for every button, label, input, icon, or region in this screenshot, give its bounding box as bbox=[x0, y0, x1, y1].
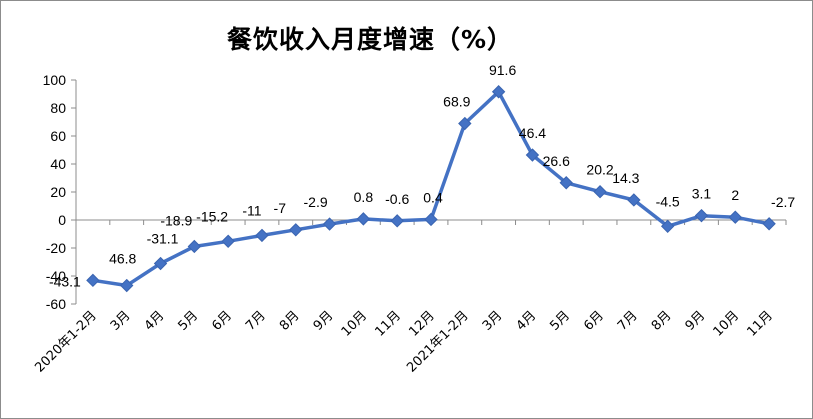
data-label: -4.5 bbox=[656, 193, 680, 209]
data-label: -43.1 bbox=[49, 273, 81, 289]
data-point-marker bbox=[762, 217, 776, 231]
y-tick-label: 100 bbox=[43, 72, 67, 88]
data-point-marker bbox=[120, 278, 134, 293]
x-tick-label: 10月 bbox=[339, 308, 370, 339]
data-label: 26.6 bbox=[543, 153, 570, 169]
data-point-marker bbox=[525, 148, 540, 162]
data-point-marker bbox=[153, 256, 168, 271]
data-label: -15.2 bbox=[196, 208, 228, 224]
data-label: 20.2 bbox=[586, 162, 613, 178]
data-point-marker bbox=[221, 234, 235, 248]
x-tick-label: 5月 bbox=[176, 308, 202, 334]
data-label: -11 bbox=[242, 202, 261, 218]
data-point-marker bbox=[627, 193, 641, 207]
y-tick-label: 40 bbox=[50, 156, 66, 172]
x-tick-label: 5月 bbox=[547, 308, 573, 334]
y-tick-label: -60 bbox=[46, 296, 66, 312]
data-label: 2 bbox=[731, 187, 739, 203]
data-point-marker bbox=[255, 228, 269, 243]
data-label: 46.4 bbox=[519, 125, 546, 141]
data-point-marker bbox=[660, 219, 675, 234]
data-point-marker bbox=[356, 212, 371, 226]
data-label: 0.4 bbox=[423, 189, 443, 205]
data-label: 0.8 bbox=[354, 189, 374, 205]
y-tick-label: -40 bbox=[46, 268, 66, 284]
x-tick-label: 11月 bbox=[744, 308, 775, 339]
y-tick-label: 20 bbox=[50, 184, 66, 200]
x-tick-label: 2020年1-2月 bbox=[32, 308, 99, 375]
data-label: 3.1 bbox=[692, 186, 712, 202]
x-tick-label: 3月 bbox=[108, 308, 134, 334]
x-tick-label: 6月 bbox=[581, 308, 607, 334]
x-tick-label: 6月 bbox=[209, 308, 235, 334]
data-point-marker bbox=[728, 210, 742, 224]
y-tick-label: 0 bbox=[58, 212, 66, 228]
data-label: -2.9 bbox=[304, 194, 328, 210]
data-point-marker bbox=[322, 217, 337, 231]
data-point-marker bbox=[491, 85, 506, 99]
data-point-marker bbox=[390, 214, 404, 228]
data-label: -0.6 bbox=[385, 191, 409, 207]
data-label: -18.9 bbox=[160, 212, 192, 228]
data-label: 91.6 bbox=[489, 62, 516, 78]
data-point-marker bbox=[458, 116, 472, 131]
data-point-marker bbox=[424, 212, 438, 227]
x-tick-label: 4月 bbox=[514, 308, 540, 334]
y-tick-label: -20 bbox=[46, 240, 66, 256]
x-tick-label: 11月 bbox=[373, 308, 404, 339]
x-tick-label: 9月 bbox=[683, 308, 709, 334]
x-tick-label: 9月 bbox=[311, 308, 337, 334]
y-tick-label: 80 bbox=[50, 100, 66, 116]
data-label: -31.1 bbox=[147, 231, 179, 247]
data-label: 68.9 bbox=[443, 94, 470, 110]
data-labels: -43.1 46.8 -31.1 -18.9 -15.2 -11 -7 -2.9 0.8 -0.6… bbox=[49, 62, 795, 290]
data-point-marker bbox=[86, 273, 100, 288]
x-tick-label: 7月 bbox=[615, 308, 641, 334]
x-tick-label: 8月 bbox=[277, 308, 303, 334]
data-label: 14.3 bbox=[612, 170, 639, 186]
data-label: -7 bbox=[274, 200, 287, 216]
data-label: -2.7 bbox=[771, 194, 795, 210]
x-tick-label: 4月 bbox=[142, 308, 168, 334]
data-point-marker bbox=[559, 176, 573, 190]
data-label: 46.8 bbox=[109, 251, 136, 267]
x-tick-label: 3月 bbox=[480, 308, 506, 334]
data-point-marker bbox=[593, 185, 607, 199]
data-point-marker bbox=[187, 239, 202, 254]
data-point-marker bbox=[694, 208, 709, 223]
x-tick-label: 2021年1-2月 bbox=[404, 308, 471, 375]
chart-title: 餐饮收入月度增速（%） bbox=[226, 25, 514, 54]
y-tick-label: 60 bbox=[50, 128, 66, 144]
series-layer bbox=[86, 85, 776, 293]
data-point-marker bbox=[289, 223, 303, 237]
x-tick-label: 8月 bbox=[649, 308, 675, 334]
x-tick-label: 10月 bbox=[711, 308, 742, 339]
x-tick-label: 7月 bbox=[243, 308, 269, 334]
